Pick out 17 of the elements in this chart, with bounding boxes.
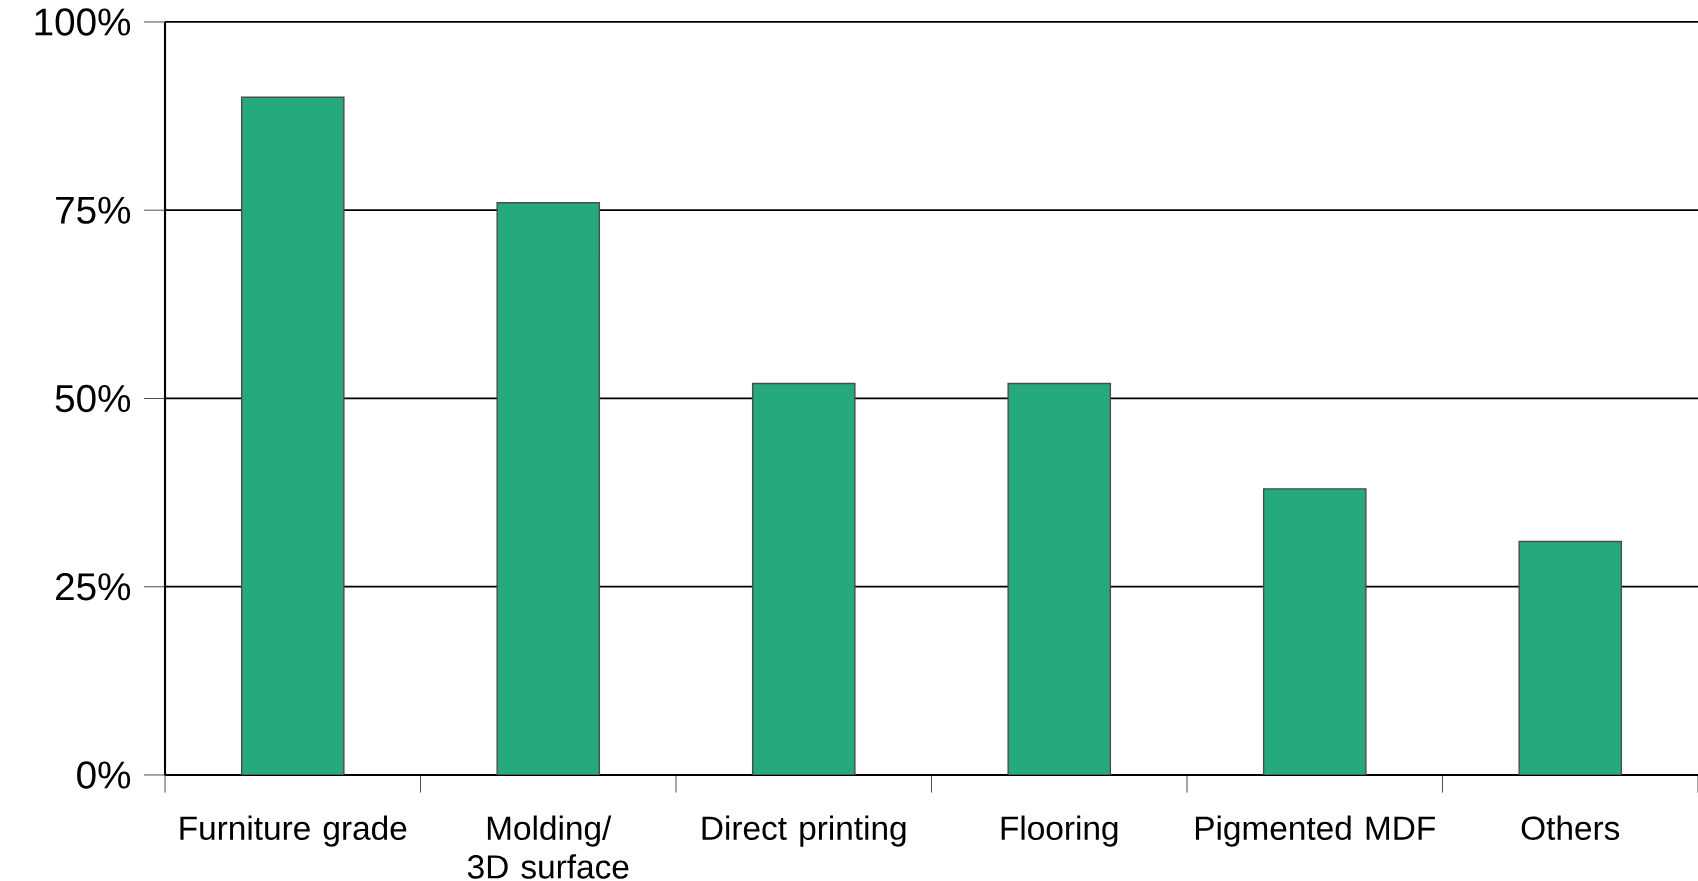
bar	[240, 96, 345, 775]
y-tick-label: 75%	[56, 196, 131, 224]
bar	[496, 202, 601, 775]
y-tick-label: 0%	[77, 761, 131, 789]
bar	[1262, 488, 1367, 775]
x-tick-label: Pigmented MDF	[1195, 815, 1435, 847]
bar	[751, 382, 856, 775]
x-tick-label: Molding/ 3D surface	[467, 815, 629, 879]
y-tick-label: 100%	[35, 8, 131, 36]
x-tick-label: Others	[1521, 815, 1620, 841]
bar	[1007, 382, 1112, 775]
x-tick-label: Furniture grade	[180, 815, 407, 847]
x-tick-label: Flooring	[1001, 815, 1118, 847]
y-tick-label: 50%	[55, 384, 131, 413]
x-tick-label: Direct printing	[702, 815, 906, 847]
bar	[1518, 540, 1623, 775]
y-tick-label: 25%	[56, 573, 131, 601]
